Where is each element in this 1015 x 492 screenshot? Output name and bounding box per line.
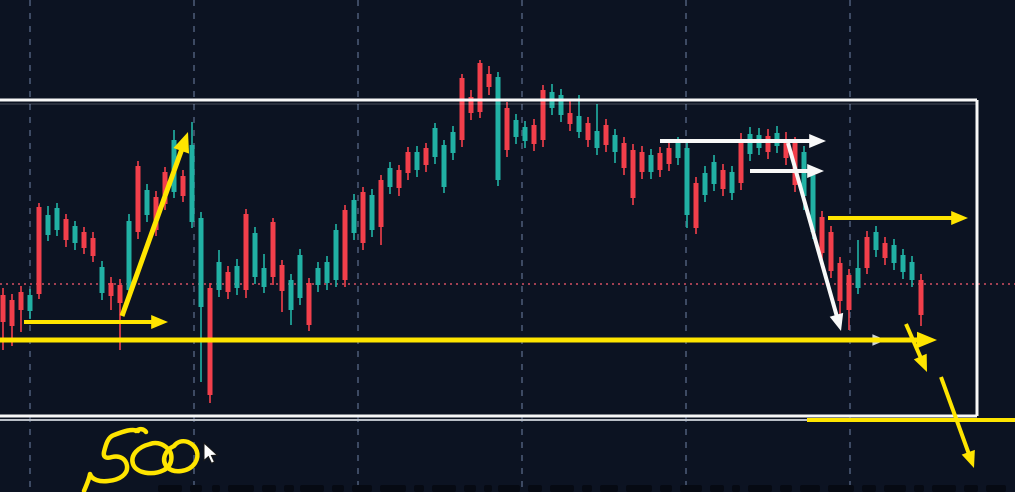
- candles: [0, 60, 924, 403]
- white-drawn-arrows: [660, 134, 886, 346]
- scribble-500: [81, 426, 200, 492]
- mouse-cursor-icon: [203, 441, 219, 464]
- yellow-drawn-arrows: [0, 132, 1015, 468]
- bottom-cutoff-text-blobs: [158, 485, 1006, 492]
- vertical-gridlines: [29, 0, 851, 492]
